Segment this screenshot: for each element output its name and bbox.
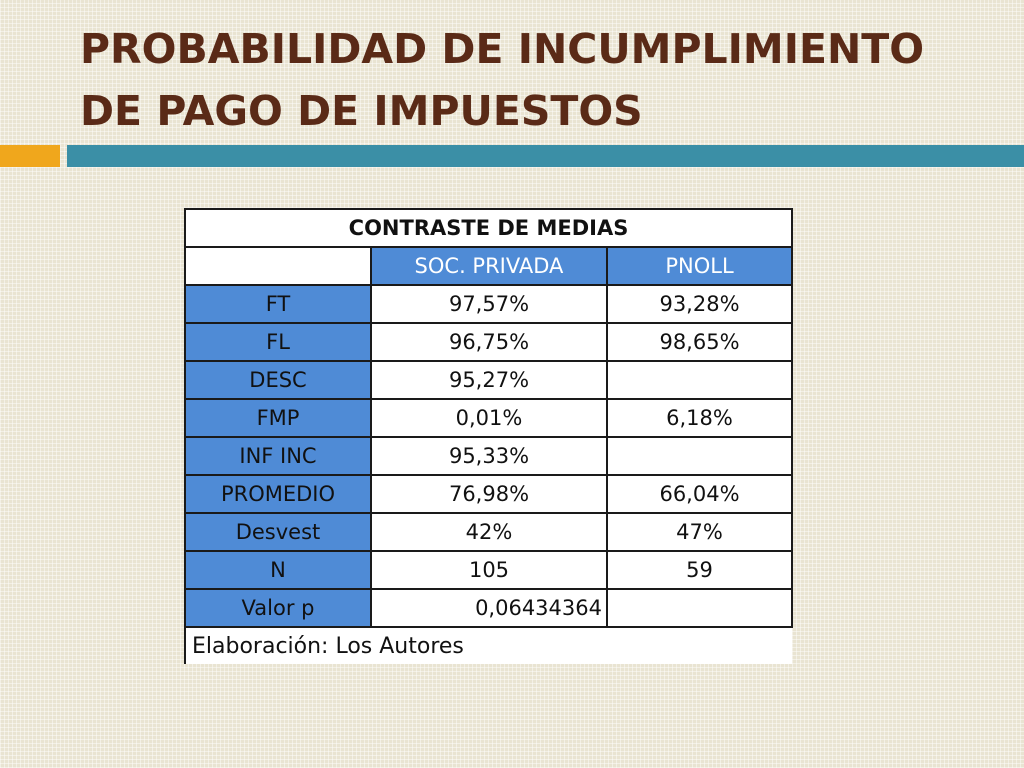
table-row: FMP 0,01% 6,18% (184, 398, 793, 438)
row-label: INF INC (184, 436, 372, 476)
cell-soc-privada: 97,57% (370, 284, 608, 324)
table-row: PROMEDIO 76,98% 66,04% (184, 474, 793, 514)
cell-pnoll: 6,18% (606, 398, 793, 438)
row-label: PROMEDIO (184, 474, 372, 514)
row-label: FL (184, 322, 372, 362)
cell-pnoll: 59 (606, 550, 793, 590)
row-label: FMP (184, 398, 372, 438)
cell-pnoll (606, 436, 793, 476)
cell-soc-privada: 96,75% (370, 322, 608, 362)
title-underline-bar (67, 145, 1024, 167)
cell-pnoll: 98,65% (606, 322, 793, 362)
column-header-row: SOC. PRIVADA PNOLL (184, 246, 793, 286)
row-label: DESC (184, 360, 372, 400)
cell-pnoll (606, 588, 793, 628)
cell-pnoll (606, 360, 793, 400)
column-header-soc-privada: SOC. PRIVADA (370, 246, 608, 286)
cell-soc-privada: 95,27% (370, 360, 608, 400)
table-row: Desvest 42% 47% (184, 512, 793, 552)
slide-title: PROBABILIDAD DE INCUMPLIMIENTO DE PAGO D… (80, 25, 925, 135)
column-header-pnoll: PNOLL (606, 246, 793, 286)
row-label: FT (184, 284, 372, 324)
cell-soc-privada: 42% (370, 512, 608, 552)
table-row: Valor p 0,06434364 (184, 588, 793, 628)
cell-soc-privada: 76,98% (370, 474, 608, 514)
cell-soc-privada: 0,06434364 (370, 588, 608, 628)
row-label: Desvest (184, 512, 372, 552)
table-row: DESC 95,27% (184, 360, 793, 400)
table-row: INF INC 95,33% (184, 436, 793, 476)
cell-soc-privada: 105 (370, 550, 608, 590)
table-row: FL 96,75% 98,65% (184, 322, 793, 362)
table-caption-row: CONTRASTE DE MEDIAS (184, 208, 793, 248)
corner-cell (184, 246, 372, 286)
source-note-row: Elaboración: Los Autores (184, 626, 792, 664)
row-label: N (184, 550, 372, 590)
table-row: N 105 59 (184, 550, 793, 590)
means-contrast-table: CONTRASTE DE MEDIAS SOC. PRIVADA PNOLL F… (184, 208, 793, 664)
source-note: Elaboración: Los Autores (184, 626, 792, 664)
cell-soc-privada: 0,01% (370, 398, 608, 438)
cell-soc-privada: 95,33% (370, 436, 608, 476)
cell-pnoll: 93,28% (606, 284, 793, 324)
cell-pnoll: 66,04% (606, 474, 793, 514)
table-caption: CONTRASTE DE MEDIAS (184, 208, 793, 248)
table-row: FT 97,57% 93,28% (184, 284, 793, 324)
row-label: Valor p (184, 588, 372, 628)
cell-pnoll: 47% (606, 512, 793, 552)
accent-bar (0, 145, 60, 167)
